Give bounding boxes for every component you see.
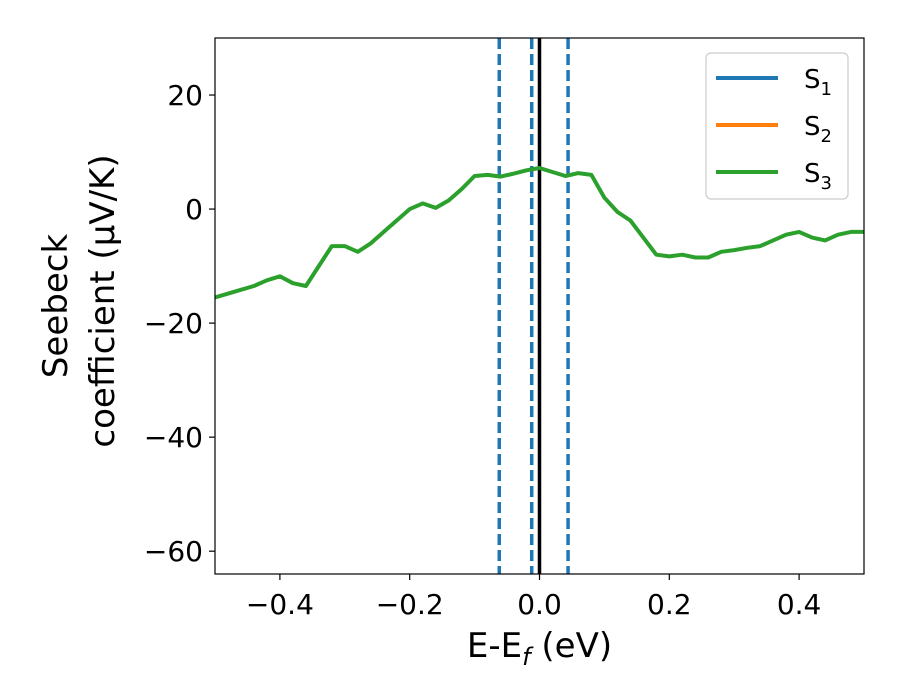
reference-lines (497, 38, 570, 574)
y-axis-label-line1: Seebeck (36, 234, 76, 379)
x-tick-label: −0.2 (376, 588, 444, 621)
x-tick-label: −0.4 (246, 588, 314, 621)
x-ticks: −0.4 −0.2 0.0 0.2 0.4 (246, 574, 821, 621)
series-lines (215, 166, 864, 300)
legend: S1 S2 S3 (705, 52, 849, 200)
y-tick-label: 20 (167, 79, 203, 112)
y-ticks: 20 0 −20 −40 −60 (144, 79, 215, 568)
x-tick-label: 0.0 (517, 588, 562, 621)
y-tick-label: −20 (144, 307, 203, 340)
legend-label-1: S1 (804, 65, 832, 100)
x-axis-label-main: E-E (467, 626, 522, 666)
x-tick-label: 0.2 (647, 588, 692, 621)
y-axis-label-line2: coefficient (μV/K) (83, 154, 123, 447)
y-tick-label: −40 (144, 421, 203, 454)
legend-label-2: S2 (804, 112, 832, 147)
y-tick-label: −60 (144, 535, 203, 568)
legend-label-3: S3 (804, 159, 832, 194)
x-axis-label-tail: (eV) (531, 626, 613, 666)
series-line-3 (215, 166, 864, 300)
x-tick-label: 0.4 (777, 588, 822, 621)
x-axis-label: E-Ef (eV) (467, 626, 612, 671)
y-tick-label: 0 (185, 193, 203, 226)
